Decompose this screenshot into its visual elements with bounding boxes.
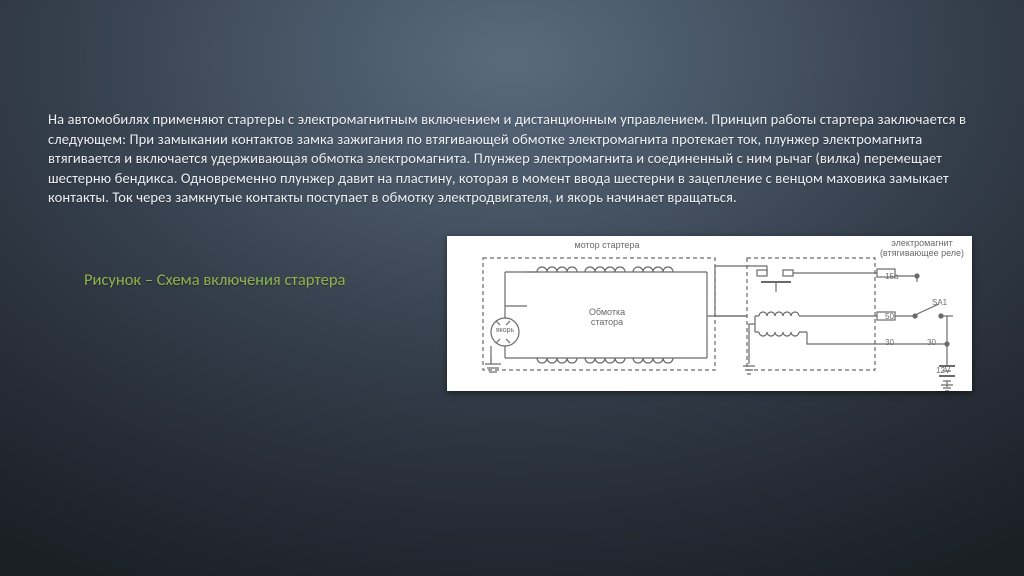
- caption-and-figure-row: Рисунок – Схема включения стартера мотор…: [48, 236, 976, 391]
- diagram-label-switch: SA1: [932, 298, 947, 307]
- starter-circuit-diagram: мотор стартера электромагнит (втягивающе…: [447, 236, 972, 391]
- diagram-label-stator: Обмотка статора: [577, 308, 637, 328]
- diagram-label-pin30: 30: [885, 338, 894, 347]
- diagram-label-motor: мотор стартера: [567, 240, 647, 250]
- diagram-label-rotor: якорь: [493, 327, 517, 334]
- body-paragraph: На автомобилях применяют стартеры с элек…: [48, 110, 976, 208]
- diagram-container: мотор стартера электромагнит (втягивающе…: [447, 236, 972, 391]
- slide: На автомобилях применяют стартеры с элек…: [0, 0, 1024, 391]
- diagram-label-solenoid-2: (втягивающее реле): [872, 248, 972, 258]
- diagram-label-pin30-right: 30: [927, 338, 936, 347]
- figure-caption: Рисунок – Схема включения стартера: [84, 270, 345, 290]
- diagram-label-battery: 12V: [936, 366, 950, 375]
- diagram-label-pin15a: 15a: [885, 272, 898, 281]
- diagram-label-pin50: 50: [885, 312, 894, 321]
- diagram-label-solenoid-1: электромагнит: [877, 238, 967, 248]
